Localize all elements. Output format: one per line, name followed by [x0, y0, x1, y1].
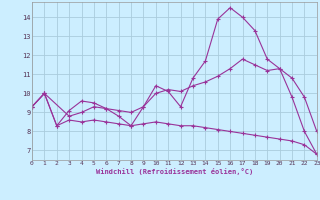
X-axis label: Windchill (Refroidissement éolien,°C): Windchill (Refroidissement éolien,°C)	[96, 168, 253, 175]
